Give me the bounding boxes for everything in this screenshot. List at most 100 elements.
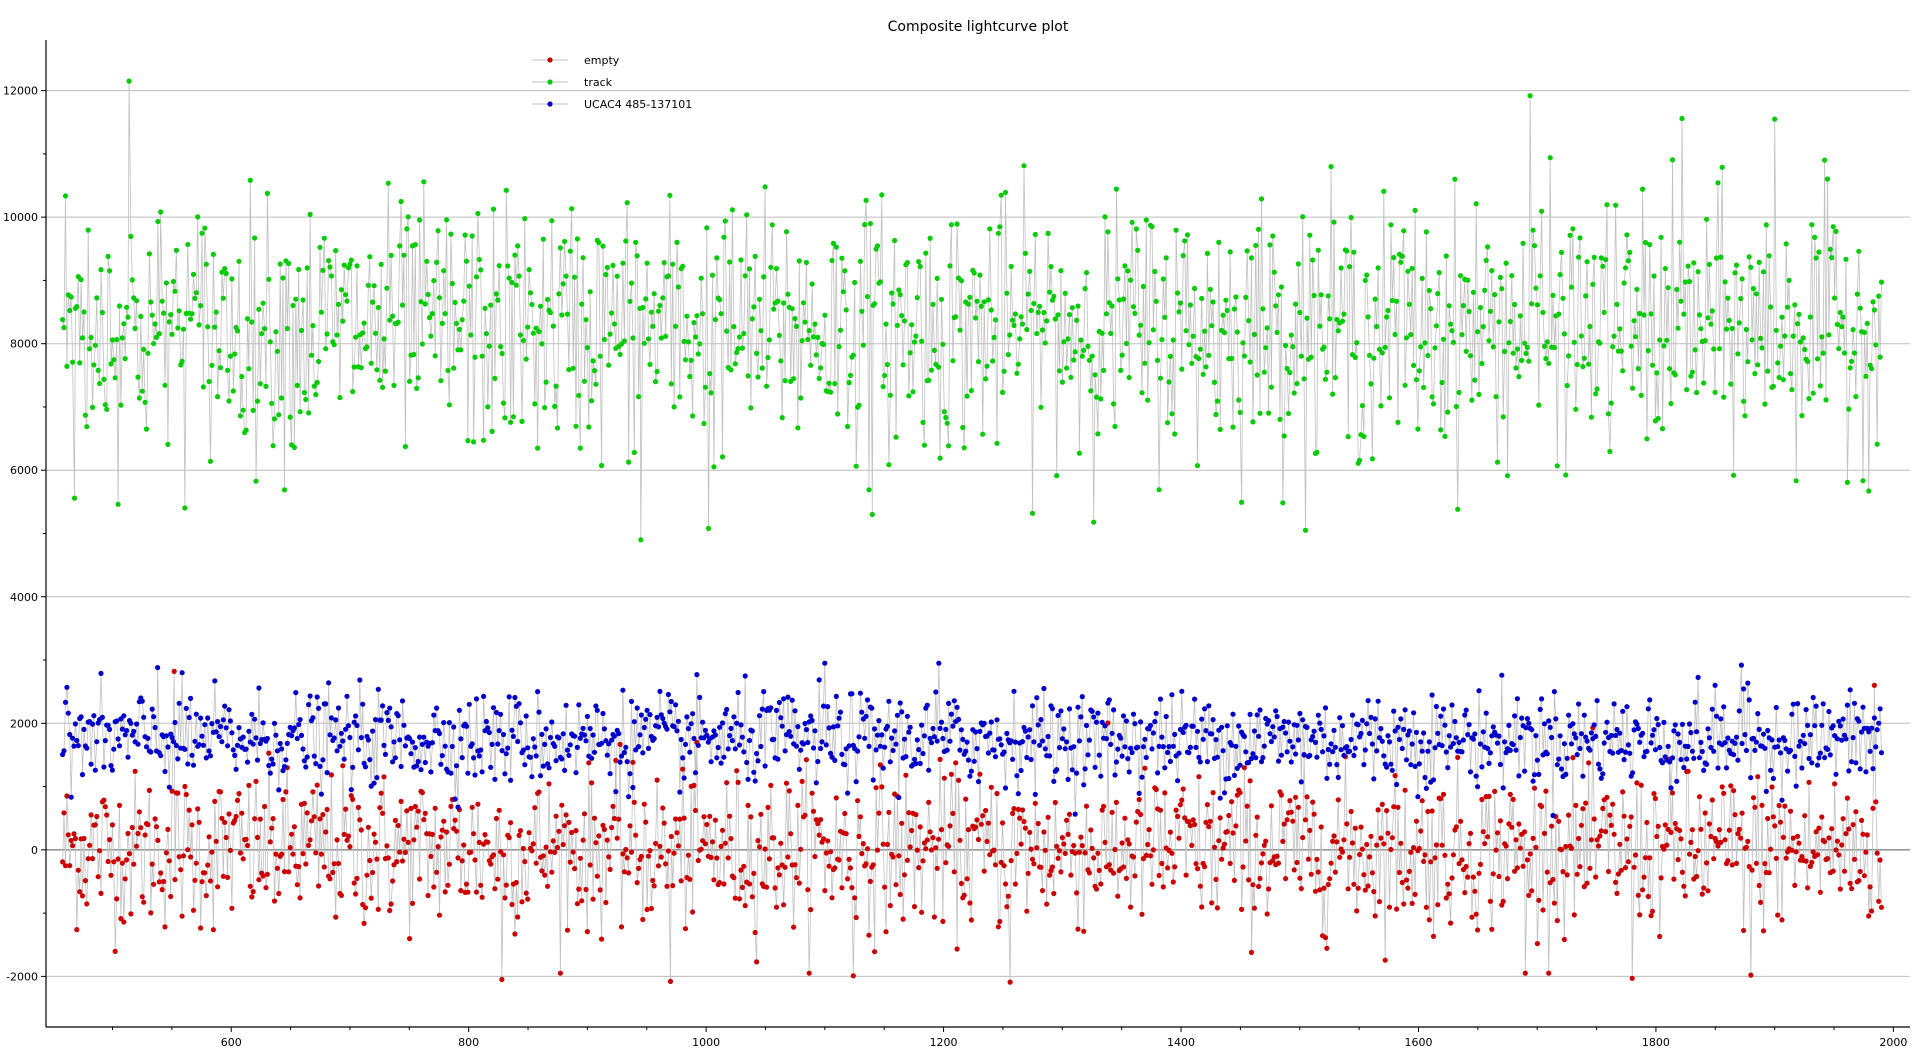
data-point xyxy=(742,273,748,279)
data-point xyxy=(1738,296,1744,302)
data-point xyxy=(1573,406,1579,412)
data-point xyxy=(1725,295,1731,301)
data-point xyxy=(620,260,626,266)
data-point xyxy=(249,711,255,717)
data-point xyxy=(711,877,717,883)
data-point xyxy=(580,837,586,843)
data-point xyxy=(594,873,600,879)
data-point xyxy=(1277,416,1283,422)
data-point xyxy=(1722,279,1728,285)
data-point xyxy=(1743,326,1749,333)
data-point xyxy=(355,804,361,811)
data-point xyxy=(1064,365,1070,371)
data-point xyxy=(1834,736,1840,742)
data-point xyxy=(1423,904,1429,910)
data-point xyxy=(1531,243,1538,249)
data-point xyxy=(573,423,579,429)
data-point xyxy=(930,835,936,841)
data-point xyxy=(1354,908,1360,914)
data-point xyxy=(1042,847,1048,853)
series-points-empty xyxy=(60,668,1885,985)
data-point xyxy=(1327,316,1333,322)
data-point xyxy=(466,283,472,289)
data-point xyxy=(1770,383,1776,389)
data-point xyxy=(1517,313,1523,319)
data-point xyxy=(1229,355,1235,362)
data-point xyxy=(1728,783,1734,789)
data-point xyxy=(1257,707,1263,713)
data-point xyxy=(1352,354,1358,360)
data-point xyxy=(628,280,635,286)
data-point xyxy=(660,295,666,301)
data-point xyxy=(442,311,448,317)
data-point xyxy=(782,378,788,384)
data-point xyxy=(1846,826,1852,832)
data-point xyxy=(1264,325,1270,331)
data-point xyxy=(1041,685,1047,692)
data-point xyxy=(1769,784,1775,790)
data-point xyxy=(213,309,219,315)
data-point xyxy=(516,832,522,839)
data-point xyxy=(1631,318,1637,324)
data-point xyxy=(1081,782,1087,788)
data-point xyxy=(1344,744,1350,750)
data-point xyxy=(1685,768,1691,774)
data-point xyxy=(88,334,94,341)
data-point xyxy=(564,311,571,317)
data-point xyxy=(297,717,303,723)
data-point xyxy=(1600,263,1606,269)
data-point xyxy=(1805,358,1811,365)
data-point xyxy=(1615,871,1621,877)
data-point xyxy=(1806,396,1812,402)
data-point xyxy=(736,896,743,902)
data-point xyxy=(390,759,396,765)
data-point xyxy=(269,400,275,406)
data-point xyxy=(463,881,470,887)
data-point xyxy=(1540,907,1546,913)
data-point xyxy=(884,723,891,730)
data-point xyxy=(1230,711,1236,717)
data-point xyxy=(313,392,319,398)
data-point xyxy=(1777,343,1784,349)
data-point xyxy=(866,487,872,493)
data-point xyxy=(956,777,962,783)
data-point xyxy=(1045,230,1051,236)
data-point xyxy=(1561,936,1567,943)
data-point xyxy=(291,444,297,451)
data-point xyxy=(381,774,387,780)
data-point xyxy=(850,352,856,358)
data-point xyxy=(525,896,531,902)
data-point xyxy=(564,747,571,753)
data-point xyxy=(320,757,326,763)
data-point xyxy=(806,328,812,334)
data-point xyxy=(1392,773,1398,779)
data-point xyxy=(1489,733,1495,739)
data-point xyxy=(886,698,892,704)
data-point xyxy=(77,360,83,366)
data-point xyxy=(1432,745,1438,751)
data-point xyxy=(965,757,972,763)
data-point xyxy=(155,218,161,225)
data-point xyxy=(138,313,144,319)
data-point xyxy=(1136,796,1142,803)
data-point xyxy=(928,740,935,746)
data-point xyxy=(793,743,800,749)
data-point xyxy=(823,742,829,748)
data-point xyxy=(1822,755,1828,761)
data-point xyxy=(663,861,669,867)
data-point xyxy=(1075,303,1081,309)
data-point xyxy=(333,248,339,254)
data-point xyxy=(1514,865,1520,871)
data-point xyxy=(1497,818,1503,824)
data-point xyxy=(1540,309,1546,315)
data-point xyxy=(1573,802,1579,809)
data-point xyxy=(1385,830,1391,836)
data-point xyxy=(1850,735,1856,741)
data-point xyxy=(1275,758,1282,764)
data-point xyxy=(1038,404,1044,410)
data-point xyxy=(1113,186,1119,192)
data-point xyxy=(778,840,784,846)
data-point xyxy=(1614,301,1620,307)
data-point xyxy=(1873,799,1879,805)
data-point xyxy=(1512,868,1518,874)
